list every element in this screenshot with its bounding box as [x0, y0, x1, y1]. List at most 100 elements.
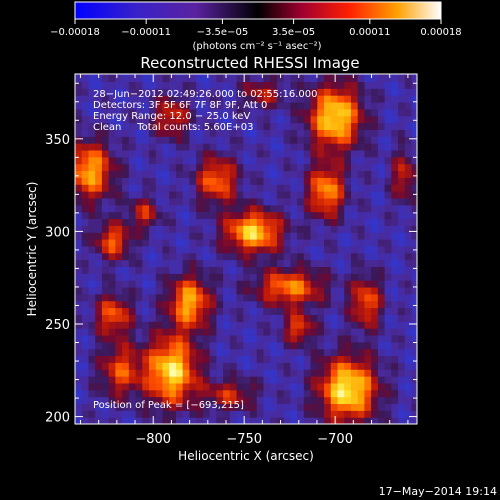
- heatmap-cell: [95, 95, 103, 103]
- heatmap-cell: [149, 252, 157, 261]
- heatmap-cell: [337, 211, 345, 220]
- heatmap-cell: [243, 334, 251, 343]
- heatmap-cell: [290, 143, 298, 151]
- heatmap-cell: [391, 382, 399, 391]
- heatmap-cell: [169, 204, 177, 213]
- heatmap-cell: [155, 328, 164, 336]
- heatmap-cell: [371, 149, 379, 158]
- heatmap-cell: [371, 225, 379, 233]
- heatmap-cell: [398, 403, 406, 411]
- heatmap-cell: [142, 156, 150, 165]
- heatmap-cell: [263, 259, 271, 268]
- heatmap-cell: [411, 163, 417, 172]
- heatmap-cell: [175, 129, 184, 137]
- heatmap-cell: [236, 136, 244, 144]
- heatmap-cell: [209, 252, 217, 261]
- heatmap-cell: [384, 396, 392, 405]
- heatmap-cell: [229, 286, 238, 295]
- annotation-block: 28−Jun−2012 02:49:26.000 to 02:55:16.000…: [93, 89, 318, 133]
- heatmap-cell: [189, 410, 197, 418]
- heatmap-cell: [371, 115, 379, 124]
- heatmap-cell: [216, 307, 224, 315]
- heatmap-cell: [364, 197, 372, 206]
- heatmap-cell: [149, 362, 157, 370]
- heatmap-cell: [128, 403, 137, 411]
- heatmap-cell: [202, 239, 211, 247]
- heatmap-cell: [263, 74, 271, 83]
- heatmap-cell: [303, 191, 312, 199]
- heatmap-cell: [175, 95, 184, 103]
- heatmap-cell: [270, 369, 278, 377]
- heatmap-cell: [122, 218, 130, 226]
- heatmap-cell: [135, 403, 143, 411]
- heatmap-cell: [155, 163, 164, 172]
- heatmap-cell: [229, 101, 238, 110]
- heatmap-cell: [175, 286, 184, 295]
- heatmap-cell: [243, 232, 251, 240]
- heatmap-cell: [115, 163, 123, 172]
- heatmap-cell: [256, 245, 265, 254]
- heatmap-cell: [182, 417, 191, 424]
- heatmap-cell: [364, 376, 372, 384]
- heatmap-cell: [303, 122, 312, 130]
- heatmap-cell: [377, 273, 386, 281]
- heatmap-cell: [330, 307, 339, 315]
- heatmap-cell: [377, 136, 386, 144]
- heatmap-cell: [317, 389, 325, 398]
- heatmap-cell: [75, 348, 83, 357]
- heatmap-cell: [398, 74, 406, 76]
- heatmap-cell: [95, 197, 103, 206]
- heatmap-cell: [337, 232, 345, 240]
- heatmap-cell: [149, 122, 157, 130]
- heatmap-cell: [391, 239, 399, 247]
- heatmap-cell: [122, 211, 130, 220]
- heatmap-cell: [411, 101, 417, 110]
- heatmap-cell: [310, 403, 318, 411]
- heatmap-cell: [95, 348, 103, 357]
- heatmap-cell: [196, 115, 204, 124]
- heatmap-cell: [411, 273, 417, 281]
- heatmap-cell: [202, 266, 211, 274]
- heatmap-cell: [357, 417, 366, 424]
- heatmap-cell: [290, 369, 298, 377]
- heatmap-cell: [122, 307, 130, 315]
- heatmap-cell: [411, 218, 417, 226]
- heatmap-cell: [223, 225, 231, 233]
- heatmap-cell: [243, 417, 251, 424]
- heatmap-cell: [256, 410, 265, 418]
- heatmap-cell: [196, 307, 204, 315]
- heatmap-cell: [290, 115, 298, 124]
- heatmap-cell: [337, 300, 345, 309]
- heatmap-cell: [297, 334, 305, 343]
- heatmap-cell: [303, 184, 312, 192]
- heatmap-cell: [283, 307, 291, 315]
- heatmap-cell: [357, 362, 366, 370]
- heatmap-cell: [330, 232, 339, 240]
- heatmap-cell: [263, 81, 271, 89]
- heatmap-cell: [391, 115, 399, 124]
- heatmap-cell: [283, 328, 291, 336]
- heatmap-cell: [357, 259, 366, 268]
- heatmap-cell: [324, 177, 332, 185]
- heatmap-cell: [169, 293, 177, 302]
- heatmap-cell: [229, 259, 238, 268]
- heatmap-cell: [263, 184, 271, 192]
- heatmap-cell: [216, 156, 224, 165]
- heatmap-cell: [350, 417, 359, 424]
- heatmap-cell: [371, 88, 379, 96]
- y-axis-label: Heliocentric Y (arcsec): [25, 182, 39, 317]
- heatmap-cell: [122, 266, 130, 274]
- heatmap-cell: [276, 369, 285, 377]
- heatmap-cell: [182, 136, 191, 144]
- heatmap-cell: [149, 81, 157, 89]
- heatmap-cell: [128, 115, 137, 124]
- heatmap-cell: [337, 225, 345, 233]
- heatmap-cell: [149, 280, 157, 288]
- heatmap-cell: [175, 396, 184, 405]
- heatmap-cell: [290, 389, 298, 398]
- heatmap-cell: [202, 170, 211, 178]
- heatmap-cell: [371, 136, 379, 144]
- heatmap-cell: [182, 163, 191, 172]
- heatmap-cell: [384, 74, 392, 76]
- heatmap-cell: [182, 355, 191, 363]
